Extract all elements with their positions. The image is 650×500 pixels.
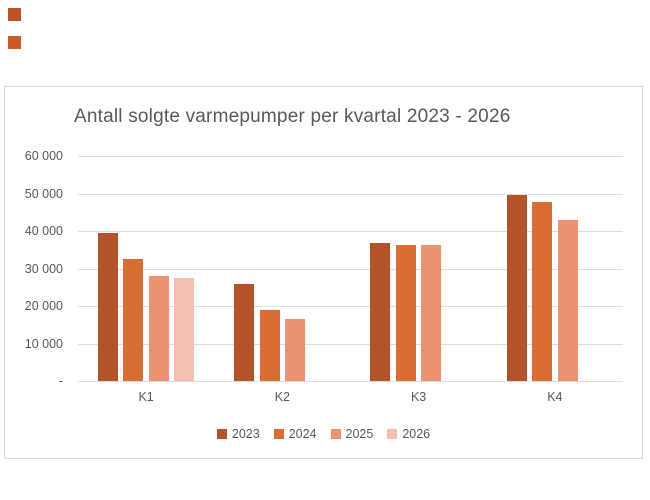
gridline xyxy=(78,343,623,345)
y-tick-label: 60 000 xyxy=(24,149,63,163)
chart-frame[interactable]: Antall solgte varmepumper per kvartal 20… xyxy=(4,86,643,459)
bar-2024-K3 xyxy=(395,244,416,381)
y-tick-label: 10 000 xyxy=(24,336,63,351)
legend-item-2023: 2023 xyxy=(216,427,260,441)
legend: 2023 2024 2025 2026 xyxy=(5,427,642,441)
x-tick-label: K1 xyxy=(138,390,154,404)
gridline xyxy=(78,268,623,270)
gridline xyxy=(78,231,623,232)
legend-item-2026: 2026 xyxy=(387,427,430,441)
orange-square-bottom-shape[interactable] xyxy=(8,36,21,49)
bar-2025-K4 xyxy=(557,220,578,381)
legend-label-2025: 2025 xyxy=(345,427,374,441)
gridline xyxy=(78,306,623,307)
bar-2025-K1 xyxy=(148,276,169,381)
orange-square-top-shape[interactable] xyxy=(8,8,21,21)
y-tick-label: 20 000 xyxy=(24,299,63,313)
x-tick-label: K4 xyxy=(547,390,563,404)
legend-item-2024: 2024 xyxy=(273,427,317,441)
bar-2024-K1 xyxy=(123,259,144,381)
y-tick-label: - xyxy=(58,374,63,388)
bar-2026-K1 xyxy=(174,277,195,381)
legend-swatch-2023 xyxy=(216,429,227,439)
legend-swatch-2025 xyxy=(330,429,341,439)
legend-label-2023: 2023 xyxy=(231,427,260,441)
legend-swatch-2026 xyxy=(387,429,398,439)
gridline xyxy=(78,193,623,195)
bar-2023-K3 xyxy=(370,243,391,381)
y-tick-label: 40 000 xyxy=(24,224,63,238)
bar-2025-K3 xyxy=(421,244,442,381)
bar-2025-K2 xyxy=(285,319,306,381)
chart-title: Antall solgte varmepumper per kvartal 20… xyxy=(74,106,511,127)
legend-label-2024: 2024 xyxy=(288,427,317,441)
bar-2023-K1 xyxy=(97,232,118,381)
bar-2023-K2 xyxy=(234,284,255,381)
bar-2023-K4 xyxy=(506,194,527,381)
gridline xyxy=(78,381,623,382)
bar-2024-K2 xyxy=(259,309,280,381)
y-tick-label: 30 000 xyxy=(24,261,63,276)
bar-2024-K4 xyxy=(532,202,553,381)
plot-area xyxy=(78,156,623,382)
legend-label-2026: 2026 xyxy=(402,427,431,441)
legend-swatch-2024 xyxy=(273,429,284,439)
x-tick-label: K3 xyxy=(410,390,427,404)
legend-item-2025: 2025 xyxy=(330,427,374,441)
gridline xyxy=(78,156,623,157)
x-tick-label: K2 xyxy=(274,390,291,404)
y-tick-label: 50 000 xyxy=(24,186,63,201)
